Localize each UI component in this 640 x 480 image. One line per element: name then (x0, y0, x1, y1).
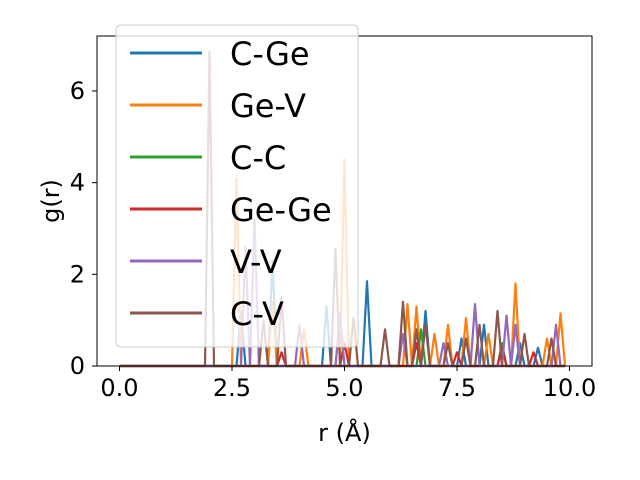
x-axis-label: r (Å) (318, 418, 371, 447)
y-tick-label: 2 (70, 260, 85, 288)
legend-label: Ge-Ge (230, 191, 332, 229)
x-tick-label: 7.5 (438, 374, 476, 402)
legend-label: Ge-V (230, 87, 306, 125)
legend-label: V-V (230, 243, 282, 281)
x-tick-label: 0.0 (100, 374, 138, 402)
legend-label: C-V (230, 295, 284, 333)
x-axis-ticks: 0.0 2.5 5.0 7.5 10.0 (100, 366, 596, 402)
y-tick-label: 6 (70, 77, 85, 105)
legend-label: C-C (230, 139, 286, 177)
legend: C-Ge Ge-V C-C Ge-Ge V-V C-V (115, 24, 359, 348)
x-tick-label: 5.0 (325, 374, 363, 402)
x-tick-label: 10.0 (543, 374, 596, 402)
x-tick-label: 2.5 (213, 374, 251, 402)
y-axis-ticks: 0 2 4 6 (70, 77, 97, 380)
y-tick-label: 4 (70, 169, 85, 197)
y-axis-label: g(r) (37, 179, 65, 223)
y-tick-label: 0 (70, 352, 85, 380)
legend-label: C-Ge (230, 35, 310, 73)
